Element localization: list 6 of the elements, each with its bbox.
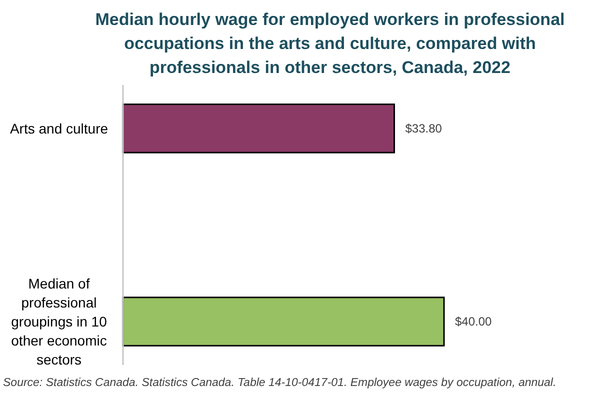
data-label: $33.80 xyxy=(405,121,442,136)
chart-title: Median hourly wage for employed workers in professional occupations in the arts and culture, compared with professionals in other sectors, Canada, 2022 xyxy=(95,10,565,77)
data-label: $40.00 xyxy=(455,314,492,329)
source-note: Source: Statistics Canada. Statistics Canada. Table 14-10-0417-01. Employee wages by occupation, annual. xyxy=(3,377,556,389)
y-tick-label: Median of professional groupings in 10 other economic sectors xyxy=(11,276,108,368)
y-tick-label: Arts and culture xyxy=(10,120,108,136)
